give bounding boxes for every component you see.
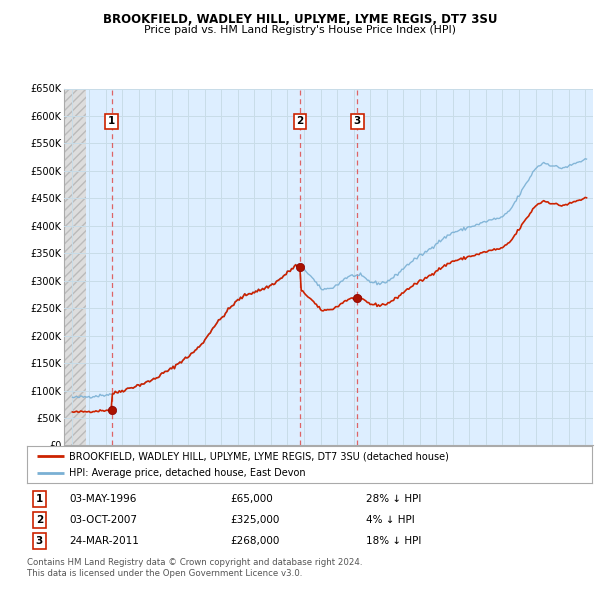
Text: 03-OCT-2007: 03-OCT-2007 <box>70 515 137 525</box>
Text: Contains HM Land Registry data © Crown copyright and database right 2024.: Contains HM Land Registry data © Crown c… <box>27 558 362 566</box>
Text: 18% ↓ HPI: 18% ↓ HPI <box>366 536 421 546</box>
Text: 2: 2 <box>36 515 43 525</box>
Text: 3: 3 <box>36 536 43 546</box>
Text: £65,000: £65,000 <box>230 494 273 504</box>
Text: 28% ↓ HPI: 28% ↓ HPI <box>366 494 421 504</box>
Text: 24-MAR-2011: 24-MAR-2011 <box>70 536 139 546</box>
Text: £325,000: £325,000 <box>230 515 280 525</box>
Text: 4% ↓ HPI: 4% ↓ HPI <box>366 515 415 525</box>
Text: 3: 3 <box>354 116 361 126</box>
Text: £268,000: £268,000 <box>230 536 280 546</box>
Text: This data is licensed under the Open Government Licence v3.0.: This data is licensed under the Open Gov… <box>27 569 302 578</box>
Text: 2: 2 <box>296 116 304 126</box>
Text: 1: 1 <box>108 116 115 126</box>
Text: BROOKFIELD, WADLEY HILL, UPLYME, LYME REGIS, DT7 3SU: BROOKFIELD, WADLEY HILL, UPLYME, LYME RE… <box>103 13 497 26</box>
Text: 03-MAY-1996: 03-MAY-1996 <box>70 494 137 504</box>
Text: HPI: Average price, detached house, East Devon: HPI: Average price, detached house, East… <box>70 468 306 478</box>
Text: 1: 1 <box>36 494 43 504</box>
Text: Price paid vs. HM Land Registry's House Price Index (HPI): Price paid vs. HM Land Registry's House … <box>144 25 456 35</box>
Text: BROOKFIELD, WADLEY HILL, UPLYME, LYME REGIS, DT7 3SU (detached house): BROOKFIELD, WADLEY HILL, UPLYME, LYME RE… <box>70 451 449 461</box>
